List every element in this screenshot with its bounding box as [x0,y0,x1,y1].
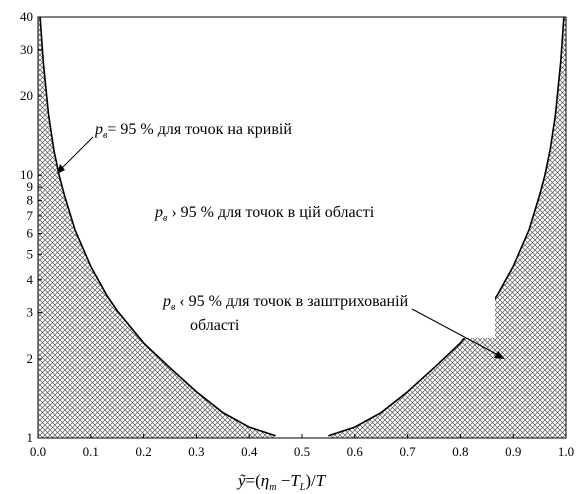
y-tick-label: 40 [20,9,33,24]
x-tick-label: 0.7 [399,444,416,459]
annotation-curve-sub: в [103,130,108,141]
annotation-hatched: pв ‹ 95 % для точок в заштрихованій обла… [160,288,505,359]
x-label-eta: η [261,471,269,490]
annotation-hatched-text: ‹ 95 % для точок в заштрихованій [175,293,408,310]
annotation-hatched-sub: в [171,302,176,313]
svg-text:pв= 95 % для точок на кривій: pв= 95 % для точок на кривій [94,121,292,141]
curve-right [328,16,565,437]
y-tick-label: 30 [20,42,33,57]
y-tick-label: 8 [27,193,34,208]
x-tick-label: 0.0 [30,444,46,459]
x-tick-label: 0.9 [505,444,521,459]
annotation-inside: pв › 95 % для точок в цій області [154,204,375,224]
svg-text:pв › 95 % для точок в цій обла: pв › 95 % для точок в цій області [154,204,375,224]
x-label-eq: =( [246,471,262,490]
y-tick-label: 1 [27,430,34,445]
y-tick-label: 6 [27,226,34,241]
annotation-inside-text: › 95 % для точок в цій області [167,204,374,221]
x-tick-label: 0.4 [241,444,258,459]
x-tick-label: 0.8 [452,444,468,459]
annotation-curve-text: = 95 % для точок на кривій [107,121,292,138]
y-tick-label: 4 [27,272,34,287]
annotation-curve-p: p [94,121,103,138]
x-tick-label: 1.0 [558,444,574,459]
y-tick-label: 7 [27,208,34,223]
curve-left [39,16,276,437]
annotation-curve-arrow-line [59,136,94,171]
y-tick-label: 3 [27,305,34,320]
hatched-region [38,17,566,438]
svg-text:pв ‹ 95 % для точок в заштрихо: pв ‹ 95 % для точок в заштрихованій [162,293,409,313]
annotation-curve: pв= 95 % для точок на кривій [57,121,292,174]
annotation-hatched-bg [160,288,495,338]
x-label-minus: − [276,471,290,490]
x-label-T2: T [316,471,327,490]
annotation-hatched-p: p [162,293,171,310]
x-axis-ticks: 0.0 0.1 0.2 0.3 0.4 0.5 0.6 0.7 0.8 0.9 1.0 [30,434,574,459]
x-tick-label: 0.1 [83,444,99,459]
curve-layer [39,16,565,437]
x-label-T: T [290,471,301,490]
hatched-area-right [328,17,566,438]
y-tick-label: 5 [27,246,34,261]
x-tick-label: 0.3 [188,444,204,459]
annotation-hatched-text2: області [190,317,240,334]
annotation-hatched-arrow-line [411,308,501,357]
annotation-curve-arrowhead [57,164,65,174]
annotation-hatched-arrowhead [494,351,505,359]
x-label-y: ỹ [236,471,246,490]
y-tick-label: 20 [20,88,33,103]
x-label-close: )/ [305,471,316,490]
hatched-area-left [38,17,276,438]
y-tick-label: 10 [20,167,33,182]
y-tick-label: 2 [27,351,34,366]
x-tick-label: 0.6 [347,444,364,459]
x-tick-label: 0.2 [135,444,151,459]
annotation-inside-p: p [154,204,163,221]
y-tick-label: 9 [27,179,34,194]
x-tick-label: 0.5 [294,444,310,459]
x-label-eta-sub: m [269,482,276,493]
x-axis-label: ỹ=(ηm −TL)/T [236,471,327,493]
x-label-T-sub: L [299,482,306,493]
annotation-inside-sub: в [163,213,168,224]
